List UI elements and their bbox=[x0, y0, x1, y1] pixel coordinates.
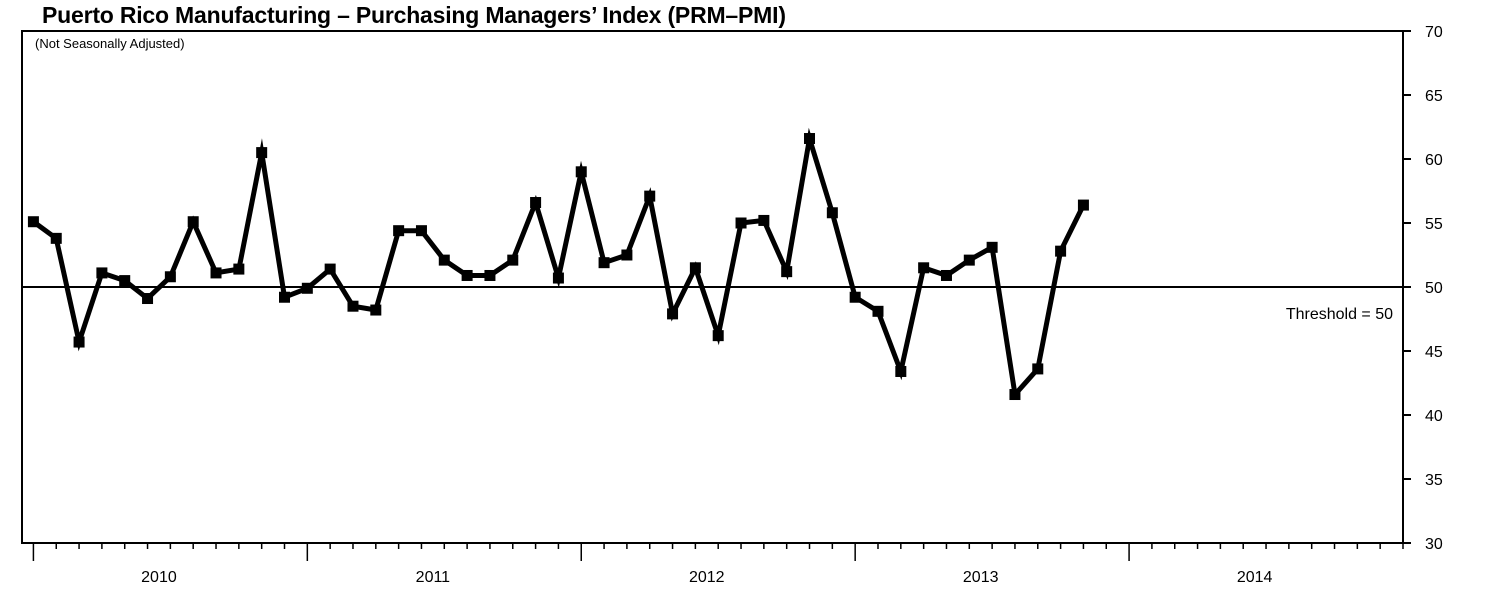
data-point bbox=[530, 197, 542, 209]
data-point bbox=[187, 216, 199, 228]
data-point bbox=[1032, 363, 1044, 375]
data-point bbox=[575, 166, 587, 178]
threshold: Threshold = 50 bbox=[22, 286, 1403, 323]
data-point bbox=[598, 257, 610, 269]
chart-subtitle: (Not Seasonally Adjusted) bbox=[35, 36, 185, 51]
data-point bbox=[393, 225, 405, 237]
data-point bbox=[689, 262, 701, 274]
data-point bbox=[895, 365, 907, 377]
data-point bbox=[963, 254, 975, 266]
data-point bbox=[735, 217, 747, 229]
data-point bbox=[210, 267, 222, 279]
data-point bbox=[552, 272, 564, 284]
data-point bbox=[507, 254, 519, 266]
y-tick-label: 30 bbox=[1425, 536, 1443, 553]
data-point bbox=[1077, 199, 1089, 211]
y-tick-label: 35 bbox=[1425, 472, 1443, 489]
data-point bbox=[1055, 245, 1067, 257]
y-tick-label: 50 bbox=[1425, 280, 1443, 297]
x-year-label: 2011 bbox=[416, 569, 451, 586]
data-point bbox=[233, 263, 245, 275]
data-point bbox=[347, 300, 359, 312]
data-point bbox=[279, 291, 291, 303]
y-tick-label: 40 bbox=[1425, 408, 1443, 425]
data-point bbox=[370, 304, 382, 316]
data-point bbox=[758, 214, 770, 226]
y-tick-label: 45 bbox=[1425, 344, 1443, 361]
data-point bbox=[484, 269, 496, 281]
data-point bbox=[667, 308, 679, 320]
data-point bbox=[872, 305, 884, 317]
data-point bbox=[986, 241, 998, 253]
threshold-label: Threshold = 50 bbox=[1286, 306, 1393, 323]
data-point bbox=[415, 225, 427, 237]
y-tick-label: 70 bbox=[1425, 24, 1443, 41]
x-year-label: 2010 bbox=[141, 569, 177, 586]
y-tick-label: 65 bbox=[1425, 88, 1443, 105]
x-year-label: 2014 bbox=[1237, 569, 1273, 586]
data-point bbox=[96, 267, 108, 279]
data-point bbox=[621, 249, 633, 261]
data-point bbox=[940, 269, 952, 281]
data-point bbox=[50, 232, 62, 244]
data-point bbox=[781, 266, 793, 278]
data-point bbox=[849, 291, 861, 303]
data-point bbox=[438, 254, 450, 266]
data-point bbox=[142, 293, 154, 305]
x-axis: 2010 2011 2012 2013 2014 bbox=[32, 543, 1404, 586]
series bbox=[27, 127, 1089, 401]
data-point bbox=[804, 133, 816, 145]
data-point bbox=[1009, 389, 1021, 401]
data-point bbox=[461, 269, 473, 281]
data-point bbox=[324, 263, 336, 275]
data-point bbox=[27, 216, 39, 228]
data-point bbox=[301, 282, 313, 294]
data-point bbox=[164, 271, 176, 283]
x-year-label: 2013 bbox=[963, 569, 999, 586]
data-point bbox=[712, 330, 724, 342]
data-point bbox=[73, 336, 85, 348]
chart-title: Puerto Rico Manufacturing – Purchasing M… bbox=[42, 2, 786, 28]
x-year-label: 2012 bbox=[689, 569, 725, 586]
data-point bbox=[918, 262, 930, 274]
data-point bbox=[644, 190, 656, 202]
y-tick-label: 55 bbox=[1425, 216, 1443, 233]
data-point bbox=[119, 275, 131, 287]
data-point bbox=[256, 147, 268, 159]
data-point bbox=[826, 207, 838, 219]
y-axis: 30 35 40 45 50 55 60 65 70 bbox=[1403, 24, 1443, 553]
y-tick-label: 60 bbox=[1425, 152, 1443, 169]
